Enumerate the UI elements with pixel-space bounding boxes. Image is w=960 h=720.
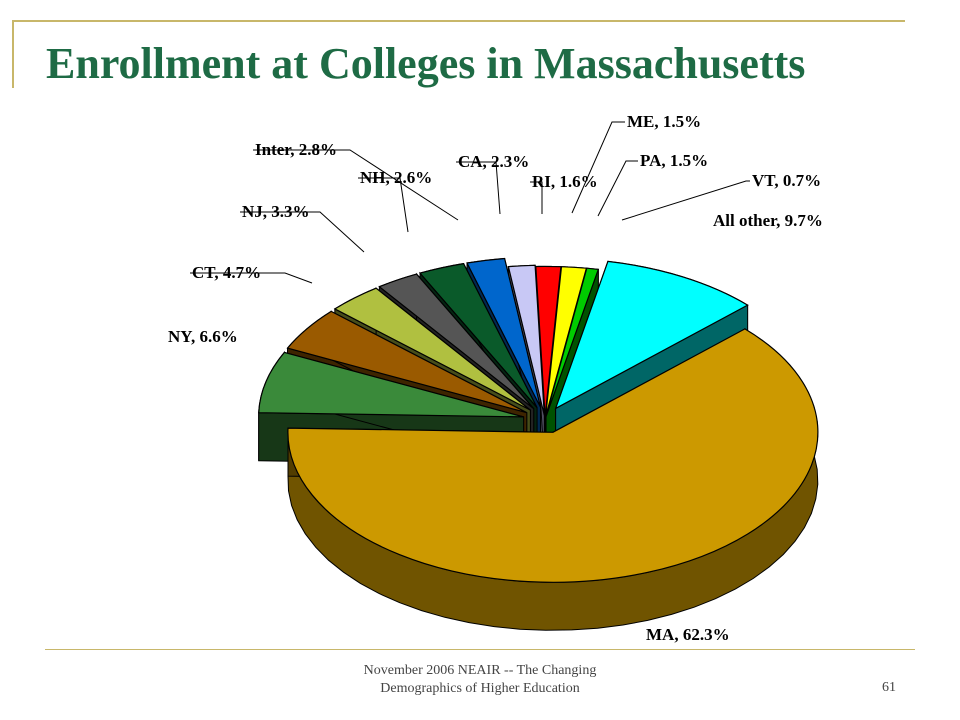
pie-slice-top — [507, 264, 545, 416]
data-label-inter: Inter, 2.8% — [255, 140, 337, 159]
pie-slice-top — [258, 351, 524, 418]
frame-top-rule — [12, 20, 905, 22]
page-number: 61 — [882, 680, 896, 695]
pie-slices — [258, 257, 819, 631]
footer-line-1: November 2006 NEAIR -- The Changing — [363, 663, 597, 678]
pie-slice-top — [466, 257, 542, 408]
data-label-ny: NY, 6.6% — [168, 327, 238, 346]
leader-line — [456, 161, 501, 215]
pie-slice-ma — [287, 327, 819, 631]
data-label-pa: PA, 1.5% — [640, 151, 708, 170]
leader-line — [358, 177, 409, 233]
pie-labels: ME, 1.5% PA, 1.5% VT, 0.7% All other, 9.7% M… — [168, 112, 823, 644]
pie-slice-top — [286, 310, 528, 414]
leader-line — [530, 181, 543, 214]
pie-slice-top — [333, 287, 531, 411]
leader-line — [571, 121, 625, 214]
slide-footer: November 2006 NEAIR -- The Changing Demo… — [300, 662, 660, 698]
pie-slice-top — [554, 260, 749, 410]
leader-line — [253, 149, 459, 221]
data-label-me: ME, 1.5% — [627, 112, 701, 131]
data-label-ct: CT, 4.7% — [192, 263, 261, 282]
data-label-ca: CA, 2.3% — [458, 152, 529, 171]
leader-line — [190, 272, 313, 284]
data-label-all-other: All other, 9.7% — [713, 211, 823, 230]
data-label-nh: NH, 2.6% — [360, 168, 432, 187]
leader-line — [597, 160, 638, 217]
data-label-ri: RI, 1.6% — [532, 172, 598, 191]
pie-slice-top — [418, 262, 538, 409]
leader-line — [621, 180, 750, 221]
data-label-vt: VT, 0.7% — [752, 171, 821, 190]
footer-line-2: Demographics of Higher Education — [380, 681, 580, 696]
pie-slice-top — [287, 328, 819, 583]
data-label-ma: MA, 62.3% — [646, 625, 730, 644]
footer-rule — [45, 649, 915, 650]
pie-slice-top — [378, 273, 535, 410]
data-label-nj: NJ, 3.3% — [242, 202, 310, 221]
pie-slice-top — [545, 267, 600, 417]
pie-slice-top — [535, 265, 562, 417]
slide-title: Enrollment at Colleges in Massachusetts — [46, 39, 806, 88]
leader-line — [240, 211, 365, 253]
frame-left-rule — [12, 20, 14, 88]
